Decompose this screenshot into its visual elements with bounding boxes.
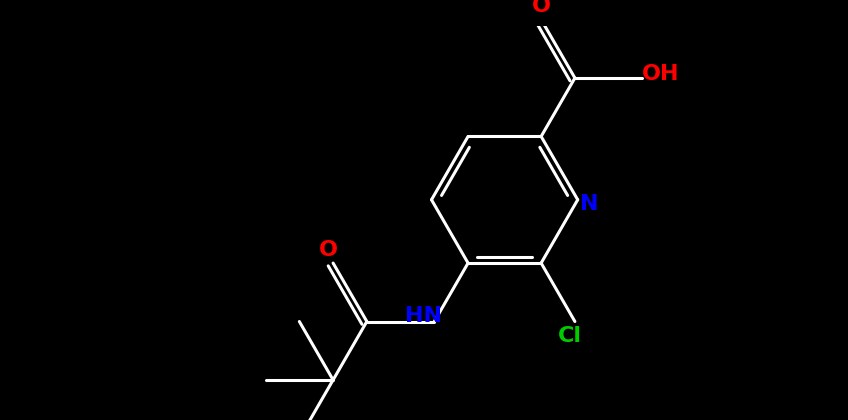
Text: O: O <box>319 240 338 260</box>
Text: N: N <box>580 194 598 213</box>
Text: Cl: Cl <box>558 326 583 346</box>
Text: HN: HN <box>404 306 442 326</box>
Text: OH: OH <box>643 64 680 84</box>
Text: O: O <box>532 0 550 16</box>
